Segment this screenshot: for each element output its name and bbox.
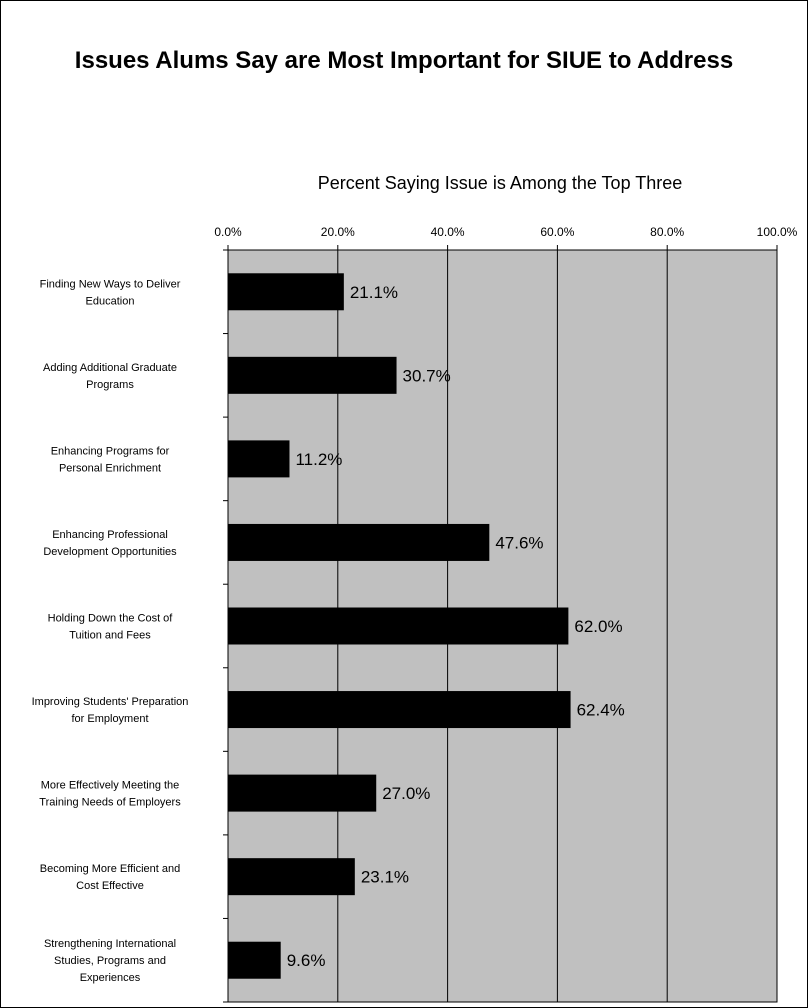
category-label: Finding New Ways to Deliver Education	[40, 278, 181, 307]
data-label: 62.0%	[574, 617, 622, 636]
category-label: Improving Students' Preparation for Emplo…	[32, 696, 189, 725]
category-label-line: Tuition and Fees	[69, 630, 151, 642]
data-label: 47.6%	[495, 533, 543, 552]
category-label-line: More Effectively Meeting the	[41, 780, 180, 792]
data-label: 23.1%	[361, 868, 409, 887]
data-label: 11.2%	[295, 450, 342, 469]
bar	[228, 273, 344, 311]
bar	[228, 691, 571, 729]
chart-title: Issues Alums Say are Most Important for …	[74, 47, 734, 74]
category-label-line: Strengthening International	[44, 938, 176, 950]
data-label: 27.0%	[382, 784, 430, 803]
bar	[228, 440, 290, 478]
category-label-line: Experiences	[80, 972, 141, 984]
category-label-line: Improving Students' Preparation	[32, 696, 189, 708]
bar	[228, 941, 281, 979]
data-label: 30.7%	[403, 366, 451, 385]
category-label-line: Education	[86, 295, 135, 307]
x-tick-label: 20.0%	[321, 225, 355, 239]
category-label-line: Personal Enrichment	[59, 462, 161, 474]
data-label: 9.6%	[287, 951, 326, 970]
category-label-line: for Employment	[71, 713, 148, 725]
category-label-line: Enhancing Programs for	[51, 445, 170, 457]
category-label: Holding Down the Cost of Tuition and Fees	[48, 613, 174, 642]
bar	[228, 607, 569, 645]
bar	[228, 774, 377, 812]
category-label-line: Enhancing Professional	[52, 529, 168, 541]
x-tick-label: 40.0%	[431, 225, 465, 239]
category-label: Enhancing Professional Development Opport…	[43, 529, 177, 558]
bar	[228, 523, 490, 561]
category-label: Adding Additional Graduate Programs	[43, 362, 177, 391]
x-tick-label: 60.0%	[540, 225, 574, 239]
data-label: 21.1%	[350, 283, 398, 302]
x-tick-label: 80.0%	[650, 225, 684, 239]
category-label: More Effectively Meeting the Training Nee…	[39, 780, 181, 809]
category-label-line: Becoming More Efficient and	[40, 863, 180, 875]
category-label-line: Training Needs of Employers	[39, 797, 181, 809]
x-tick-label: 0.0%	[214, 225, 242, 239]
category-label-line: Programs	[86, 379, 134, 391]
category-label-line: Finding New Ways to Deliver	[40, 278, 181, 290]
bar	[228, 356, 397, 394]
category-label-line: Holding Down the Cost of	[48, 613, 174, 625]
category-label-line: Studies, Programs and	[54, 955, 166, 967]
x-axis-title: Percent Saying Issue is Among the Top Th…	[317, 173, 683, 193]
data-label: 62.4%	[577, 701, 625, 720]
bar	[228, 858, 355, 896]
category-label-line: Development Opportunities	[43, 546, 177, 558]
category-label-line: Adding Additional Graduate	[43, 362, 177, 374]
category-label-line: Cost Effective	[76, 880, 144, 892]
category-label: Strengthening International Studies, Prog…	[44, 938, 176, 984]
category-label: Becoming More Efficient and Cost Effectiv…	[40, 863, 180, 892]
x-tick-label: 100.0%	[757, 225, 798, 239]
category-label: Enhancing Programs for Personal Enrichmen…	[51, 445, 170, 474]
